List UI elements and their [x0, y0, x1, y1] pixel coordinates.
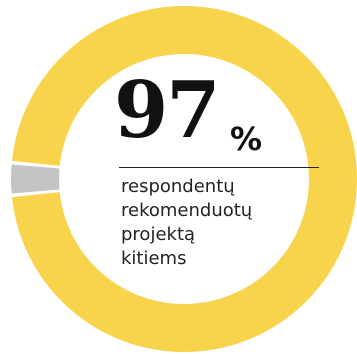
- caption: respondentų rekomenduotų projektą kitiem…: [121, 175, 321, 271]
- caption-line-1: respondentų: [121, 176, 235, 197]
- divider-line: [119, 167, 319, 168]
- caption-line-2: rekomenduotų: [121, 200, 253, 221]
- headline-unit: %: [230, 120, 263, 158]
- caption-line-3: projektą: [121, 224, 196, 245]
- headline-value: 97: [114, 65, 221, 156]
- donut-slice-other: [10, 164, 60, 194]
- caption-line-4: kitiems: [121, 248, 187, 269]
